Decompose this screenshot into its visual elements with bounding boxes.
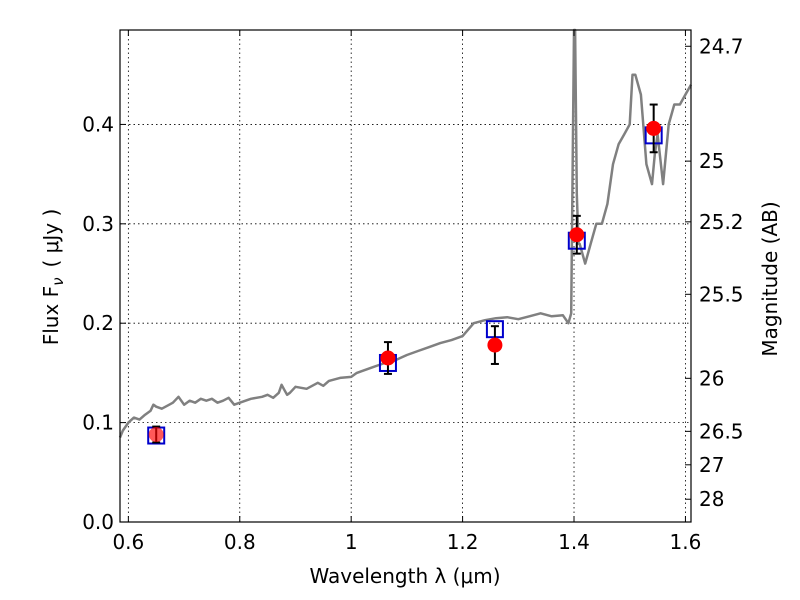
grid-lines bbox=[120, 30, 691, 523]
observed-point bbox=[646, 120, 662, 136]
x-axis-label: Wavelength λ (μm) bbox=[309, 564, 500, 588]
y-tick-label: 0.1 bbox=[82, 411, 114, 435]
right-axis-label: Magnitude (AB) bbox=[758, 201, 782, 356]
mag-tick-label: 24.7 bbox=[699, 34, 744, 58]
y-axis-label-group: Flux Fν ( μJy ) bbox=[39, 209, 67, 346]
axes: 0.6 0.8 1 1.2 1.4 1.6 0.0 0.1 0.2 0.3 0.4 24.7 25 25.… bbox=[82, 30, 744, 554]
mag-tick-label: 28 bbox=[699, 487, 724, 511]
model-sed-line bbox=[118, 28, 693, 438]
y-axis-label-sub: ν bbox=[49, 277, 67, 285]
y-axis-label: Flux Fν ( μJy ) bbox=[39, 209, 67, 346]
observed-point bbox=[487, 337, 503, 353]
observed-point bbox=[380, 350, 396, 366]
y-axis-label-main: Flux F bbox=[39, 286, 63, 345]
y-tick-label: 0.3 bbox=[82, 212, 114, 236]
y-tick-label: 0.4 bbox=[82, 112, 114, 136]
x-tick-label: 1.2 bbox=[447, 530, 479, 554]
mag-tick-label: 25 bbox=[699, 149, 724, 173]
plot-series bbox=[118, 28, 693, 445]
x-tick-label: 0.6 bbox=[112, 530, 144, 554]
x-tick-label: 1.4 bbox=[558, 530, 590, 554]
y-tick-label: 0.0 bbox=[82, 510, 114, 534]
mag-tick-label: 27 bbox=[699, 453, 724, 477]
mag-tick-label: 26.5 bbox=[699, 419, 744, 443]
mag-tick-label: 25.5 bbox=[699, 282, 744, 306]
mag-tick-label: 25.2 bbox=[699, 210, 744, 234]
y-tick-label: 0.2 bbox=[82, 311, 114, 335]
observed-point bbox=[569, 227, 585, 243]
x-tick-label: 0.8 bbox=[224, 530, 256, 554]
mag-tick-label: 26 bbox=[699, 366, 724, 390]
observed-point bbox=[148, 427, 164, 443]
y-axis-label-unit: ( μJy ) bbox=[39, 209, 63, 268]
x-tick-label: 1.6 bbox=[670, 530, 702, 554]
plot-frame bbox=[119, 29, 692, 523]
x-tick-label: 1 bbox=[345, 530, 358, 554]
